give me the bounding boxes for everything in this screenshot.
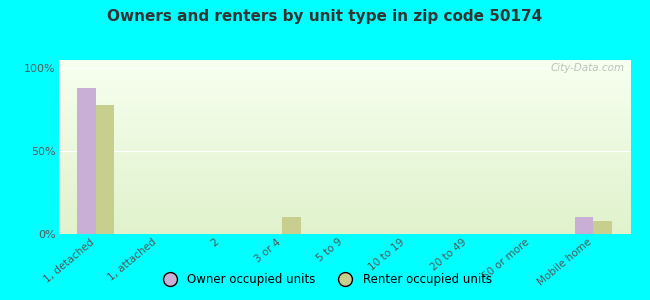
Text: City-Data.com: City-Data.com: [551, 64, 625, 74]
Bar: [575, 218, 593, 234]
Bar: [77, 88, 96, 234]
Bar: [282, 218, 301, 234]
Bar: [593, 221, 612, 234]
Text: Owners and renters by unit type in zip code 50174: Owners and renters by unit type in zip c…: [107, 9, 543, 24]
Legend: Owner occupied units, Renter occupied units: Owner occupied units, Renter occupied un…: [153, 269, 497, 291]
Bar: [96, 105, 114, 234]
